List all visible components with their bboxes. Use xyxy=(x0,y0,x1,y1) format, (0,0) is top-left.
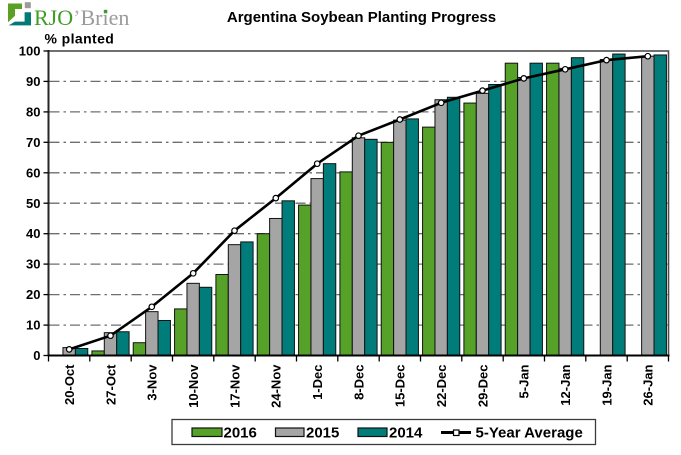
svg-text:90: 90 xyxy=(26,74,40,89)
svg-text:26-Jan: 26-Jan xyxy=(641,364,656,405)
svg-text:3-Nov: 3-Nov xyxy=(145,364,160,401)
svg-text:2016: 2016 xyxy=(224,425,257,442)
svg-text:5-Year Average: 5-Year Average xyxy=(476,425,583,442)
svg-text:70: 70 xyxy=(26,135,40,150)
svg-text:5-Jan: 5-Jan xyxy=(517,364,532,398)
svg-text:30: 30 xyxy=(26,257,40,272)
svg-text:50: 50 xyxy=(26,196,40,211)
svg-text:2014: 2014 xyxy=(389,425,423,442)
svg-text:60: 60 xyxy=(26,165,40,180)
svg-text:Argentina Soybean Planting Pro: Argentina Soybean Planting Progress xyxy=(227,9,496,26)
svg-text:% planted: % planted xyxy=(45,31,115,47)
svg-text:19-Jan: 19-Jan xyxy=(599,364,614,405)
svg-text:100: 100 xyxy=(19,44,41,59)
svg-text:24-Nov: 24-Nov xyxy=(269,364,284,408)
svg-text:20: 20 xyxy=(26,287,40,302)
svg-text:29-Dec: 29-Dec xyxy=(475,365,490,408)
svg-text:17-Nov: 17-Nov xyxy=(227,364,242,408)
svg-text:10-Nov: 10-Nov xyxy=(186,364,201,408)
svg-text:12-Jan: 12-Jan xyxy=(558,364,573,405)
svg-text:RJO’Brıen: RJO’Brıen xyxy=(34,5,129,30)
svg-text:22-Dec: 22-Dec xyxy=(434,365,449,408)
svg-text:20-Oct: 20-Oct xyxy=(62,364,77,405)
svg-text:10: 10 xyxy=(26,318,40,333)
svg-text:80: 80 xyxy=(26,104,40,119)
svg-text:0: 0 xyxy=(33,348,40,363)
svg-text:8-Dec: 8-Dec xyxy=(351,365,366,400)
svg-text:2015: 2015 xyxy=(306,425,339,442)
svg-text:1-Dec: 1-Dec xyxy=(310,365,325,400)
svg-text:15-Dec: 15-Dec xyxy=(393,365,408,408)
svg-text:27-Oct: 27-Oct xyxy=(103,364,118,405)
svg-text:40: 40 xyxy=(26,226,40,241)
